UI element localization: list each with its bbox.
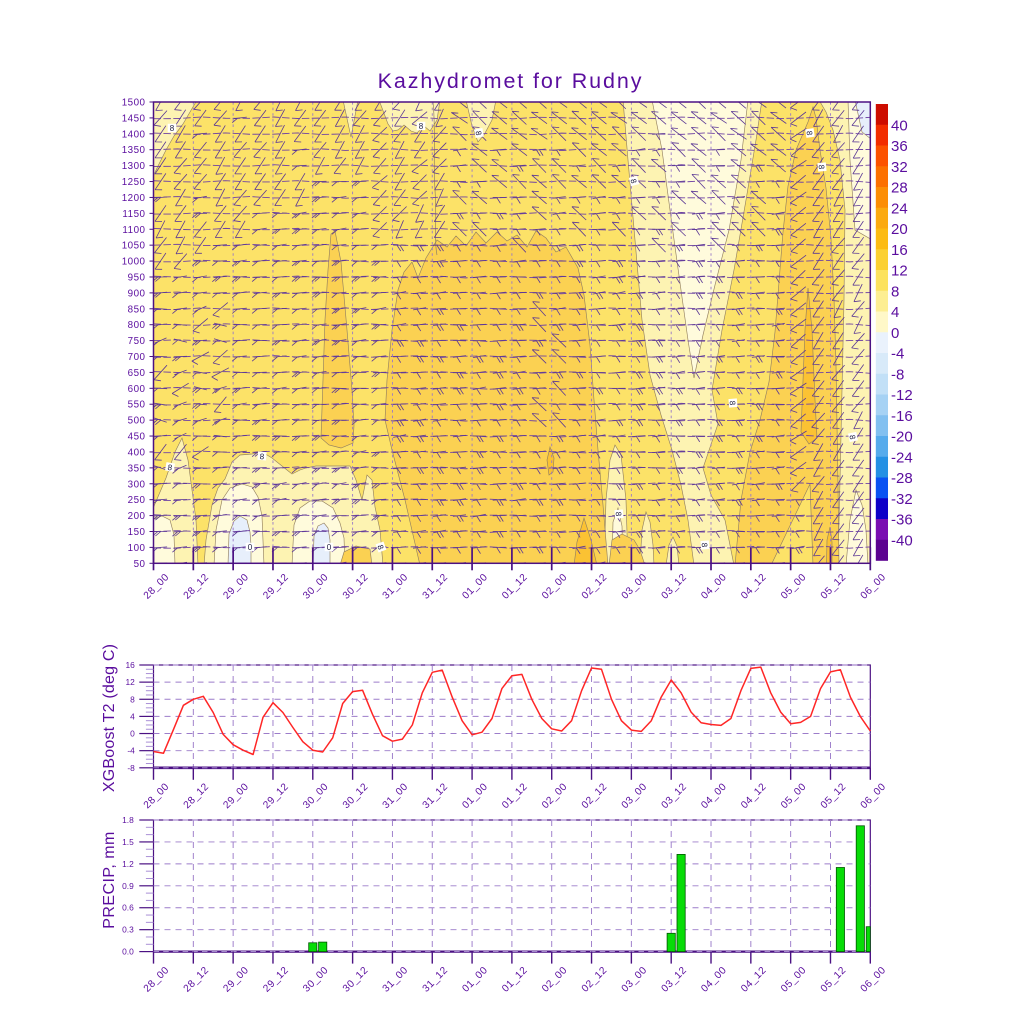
svg-text:0.0: 0.0	[122, 947, 134, 957]
svg-text:1050: 1050	[122, 241, 146, 252]
svg-text:1000: 1000	[122, 257, 146, 268]
svg-text:250: 250	[128, 495, 146, 506]
svg-text:8: 8	[375, 544, 385, 552]
svg-text:-20: -20	[891, 429, 913, 446]
svg-text:750: 750	[128, 336, 146, 347]
svg-text:-36: -36	[891, 512, 913, 529]
svg-text:12: 12	[891, 263, 908, 280]
svg-text:PRECIP, mm: PRECIP, mm	[101, 831, 118, 929]
svg-text:32: 32	[891, 159, 908, 176]
svg-text:800: 800	[128, 320, 146, 331]
svg-text:8: 8	[614, 511, 623, 517]
svg-text:-40: -40	[891, 532, 913, 549]
svg-text:0: 0	[130, 729, 135, 739]
svg-text:28: 28	[891, 180, 908, 197]
svg-text:1200: 1200	[122, 193, 146, 204]
svg-text:12: 12	[125, 677, 135, 687]
svg-text:300: 300	[128, 479, 146, 490]
svg-text:-4: -4	[891, 346, 904, 363]
svg-text:24: 24	[891, 200, 908, 217]
svg-text:1.5: 1.5	[122, 837, 134, 847]
svg-text:8: 8	[805, 130, 815, 136]
svg-text:1100: 1100	[122, 225, 145, 236]
svg-text:8: 8	[891, 283, 899, 300]
svg-text:-12: -12	[891, 387, 913, 404]
svg-text:1150: 1150	[122, 209, 145, 220]
svg-text:8: 8	[847, 434, 857, 441]
svg-text:500: 500	[128, 416, 146, 427]
svg-text:-32: -32	[891, 491, 913, 508]
svg-text:1450: 1450	[122, 113, 146, 124]
svg-text:650: 650	[128, 368, 146, 379]
svg-text:8: 8	[700, 542, 709, 548]
svg-text:16: 16	[125, 660, 135, 670]
svg-text:8: 8	[628, 178, 638, 185]
svg-text:0: 0	[248, 543, 253, 552]
svg-text:-24: -24	[891, 449, 913, 466]
svg-text:Kazhydromet for Rudny: Kazhydromet for Rudny	[378, 69, 644, 93]
svg-text:8: 8	[817, 164, 826, 170]
svg-text:-28: -28	[891, 470, 913, 487]
svg-text:-4: -4	[127, 746, 135, 756]
svg-text:1250: 1250	[122, 177, 146, 188]
svg-text:8: 8	[419, 122, 424, 131]
svg-text:0: 0	[891, 325, 899, 342]
svg-text:850: 850	[128, 304, 146, 315]
svg-text:400: 400	[128, 448, 146, 459]
svg-text:40: 40	[891, 117, 908, 134]
svg-text:550: 550	[128, 400, 146, 411]
svg-text:1300: 1300	[122, 161, 146, 172]
svg-text:8: 8	[259, 452, 265, 461]
svg-text:-8: -8	[127, 763, 135, 773]
svg-text:0.3: 0.3	[122, 925, 134, 935]
svg-text:50: 50	[134, 559, 146, 570]
svg-text:1350: 1350	[122, 145, 146, 156]
svg-text:350: 350	[128, 463, 146, 474]
svg-text:100: 100	[128, 543, 146, 554]
svg-text:20: 20	[891, 221, 908, 238]
svg-text:0.9: 0.9	[122, 881, 134, 891]
svg-text:-16: -16	[891, 408, 913, 425]
svg-text:0: 0	[327, 543, 332, 552]
svg-text:8: 8	[473, 130, 483, 136]
svg-text:900: 900	[128, 288, 146, 299]
svg-text:200: 200	[128, 511, 146, 522]
svg-text:4: 4	[130, 711, 135, 721]
svg-text:36: 36	[891, 138, 908, 155]
svg-text:1400: 1400	[122, 129, 146, 140]
svg-text:1.2: 1.2	[122, 859, 134, 869]
svg-text:700: 700	[128, 352, 146, 363]
svg-text:16: 16	[891, 242, 908, 259]
svg-text:-8: -8	[891, 366, 904, 383]
svg-text:600: 600	[128, 384, 146, 395]
svg-text:8: 8	[170, 124, 175, 133]
svg-text:150: 150	[128, 527, 146, 538]
svg-text:950: 950	[128, 273, 146, 284]
svg-text:1500: 1500	[122, 98, 146, 109]
svg-text:8: 8	[130, 694, 135, 704]
svg-text:4: 4	[891, 304, 899, 321]
svg-text:1.8: 1.8	[122, 815, 134, 825]
svg-text:8: 8	[728, 400, 737, 406]
svg-text:XGBoost T2 (deg C): XGBoost T2 (deg C)	[101, 644, 118, 792]
svg-text:450: 450	[128, 432, 146, 443]
svg-text:8: 8	[167, 463, 173, 473]
svg-text:0.6: 0.6	[122, 903, 134, 913]
